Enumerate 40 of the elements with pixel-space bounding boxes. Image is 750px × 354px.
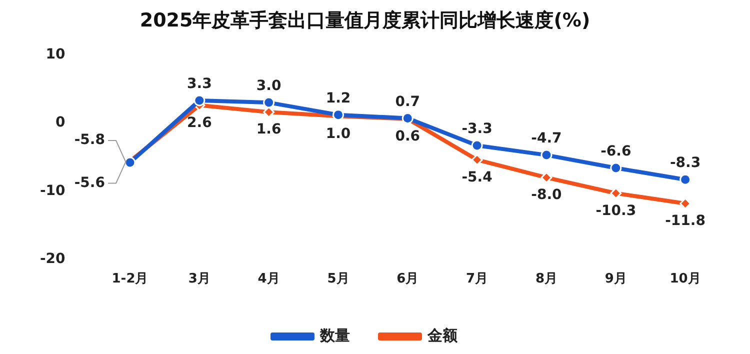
y-tick-label: -10 <box>40 182 66 199</box>
x-tick-label: 7月 <box>466 272 488 287</box>
legend-label: 数量 <box>319 326 350 344</box>
y-tick-label: 10 <box>46 46 66 62</box>
data-label: -5.8 <box>74 132 105 148</box>
data-label: -8.0 <box>531 187 562 204</box>
data-label: 3.0 <box>256 78 282 94</box>
data-label: -8.3 <box>670 155 701 172</box>
data-label: 1.6 <box>256 122 282 138</box>
x-tick-label: 3月 <box>188 272 210 287</box>
x-tick-label: 1-2月 <box>112 272 148 287</box>
point <box>680 174 692 186</box>
data-label: -6.6 <box>600 144 632 160</box>
chart-title: 2025年皮革手套出口量值月度累计同比增长速度(%) <box>140 9 590 32</box>
x-tick-label: 9月 <box>604 272 627 287</box>
data-label: 0.7 <box>395 94 420 110</box>
data-label: -3.3 <box>462 121 492 138</box>
point <box>540 149 552 161</box>
data-label: 3.3 <box>187 76 212 92</box>
x-tick-label: 6月 <box>396 272 419 287</box>
x-tick-label: 8月 <box>535 272 558 287</box>
data-label: -4.7 <box>531 130 562 147</box>
data-label: -10.3 <box>596 202 636 219</box>
x-tick-label: 4月 <box>258 272 280 287</box>
point <box>263 96 275 108</box>
data-label: -5.6 <box>74 174 105 191</box>
data-label: -11.8 <box>665 213 706 230</box>
point <box>471 140 483 152</box>
data-label: 0.6 <box>395 128 420 145</box>
x-tick-label: 10月 <box>670 272 701 287</box>
x-tick-label: 5月 <box>327 272 350 287</box>
data-label: 2.6 <box>187 114 212 131</box>
point <box>610 162 622 174</box>
y-tick-label: 0 <box>56 114 66 131</box>
data-label: 1.2 <box>326 90 351 106</box>
y-tick-label: -20 <box>40 251 66 268</box>
data-label: -5.4 <box>462 169 493 186</box>
point <box>194 94 206 106</box>
data-label: 1.0 <box>326 126 351 142</box>
legend-label: 金额 <box>426 326 458 344</box>
